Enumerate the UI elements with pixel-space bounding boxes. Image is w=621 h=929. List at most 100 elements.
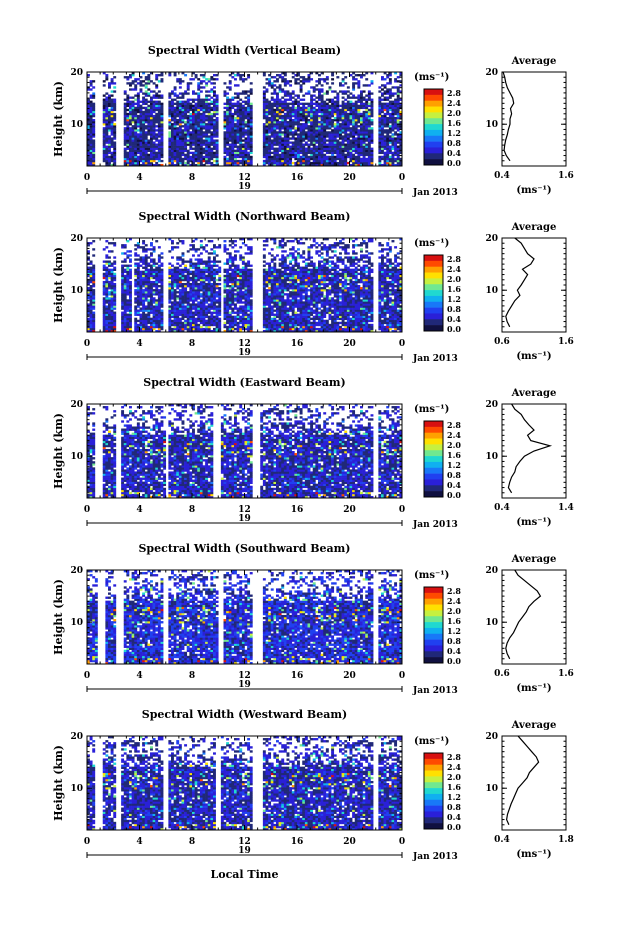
heatmap-cell	[315, 131, 319, 134]
heatmap-cell	[249, 159, 253, 163]
heatmap-cell	[331, 147, 335, 150]
heatmap-cell	[210, 114, 214, 118]
heatmap-cell	[147, 141, 151, 144]
heatmap-cell	[108, 329, 111, 333]
heatmap-cell	[178, 135, 182, 138]
heatmap-cell	[386, 137, 390, 140]
heatmap-cell	[134, 323, 138, 327]
heatmap-cell	[210, 141, 214, 144]
heatmap-cell	[391, 133, 395, 136]
heatmap-cell	[207, 135, 211, 138]
heatmap-cell	[352, 155, 356, 159]
heatmap-cell	[89, 147, 93, 150]
heatmap-cell	[136, 141, 140, 144]
heatmap-cell	[270, 96, 274, 99]
heatmap-cell	[155, 287, 159, 290]
heatmap-cell	[357, 100, 361, 103]
heatmap-cell	[168, 151, 172, 155]
heatmap-cell	[171, 264, 174, 267]
heatmap-cell	[278, 110, 282, 114]
heatmap-cell	[226, 141, 230, 144]
heatmap-cell	[396, 157, 400, 161]
heatmap-cell	[155, 145, 159, 148]
heatmap-cell	[194, 135, 198, 138]
heatmap-cell	[102, 282, 106, 286]
heatmap-cell	[89, 270, 93, 274]
heatmap-cell	[339, 133, 342, 136]
heatmap-cell	[378, 135, 382, 138]
heatmap-cell	[344, 133, 348, 136]
heatmap-cell	[176, 114, 180, 118]
heatmap-cell	[173, 116, 177, 120]
heatmap-cell	[362, 143, 366, 146]
heatmap-cell	[150, 301, 153, 304]
heatmap-cell	[144, 116, 148, 120]
heatmap-cell	[299, 84, 303, 87]
heatmap-cell	[312, 119, 316, 122]
heatmap-cell	[184, 323, 188, 327]
heatmap-cell	[108, 119, 111, 122]
heatmap-cell	[160, 133, 164, 136]
heatmap-cell	[176, 303, 180, 306]
heatmap-cell	[142, 303, 146, 306]
heatmap-cell	[247, 137, 251, 140]
heatmap-cell	[281, 78, 285, 81]
heatmap-cell	[123, 280, 127, 284]
heatmap-cell	[113, 137, 117, 140]
heatmap-cell	[291, 161, 295, 165]
heatmap-cell	[207, 143, 211, 146]
heatmap-cell	[307, 147, 311, 150]
heatmap-cell	[202, 133, 206, 136]
heatmap-cell	[181, 303, 185, 306]
heatmap-cell	[168, 262, 172, 265]
heatmap-cell	[105, 240, 109, 243]
heatmap-cell	[160, 80, 164, 83]
heatmap-cell	[171, 131, 174, 134]
heatmap-cell	[291, 125, 295, 128]
heatmap-cell	[176, 268, 180, 271]
heatmap-cell	[354, 106, 358, 110]
heatmap-cell	[147, 295, 151, 298]
heatmap-cell	[102, 129, 106, 132]
heatmap-cell	[357, 149, 361, 152]
heatmap-cell	[304, 149, 308, 152]
heatmap-cell	[223, 147, 227, 150]
heatmap-cell	[346, 155, 350, 159]
heatmap-cell	[152, 94, 156, 97]
heatmap-cell	[171, 323, 174, 327]
heatmap-cell	[176, 153, 180, 157]
heatmap-cell	[157, 129, 161, 132]
heatmap-cell	[181, 254, 185, 257]
heatmap-cell	[370, 127, 374, 130]
heatmap-cell	[388, 129, 392, 132]
heatmap-cell	[129, 287, 132, 290]
heatmap-cell	[136, 280, 140, 284]
heatmap-cell	[365, 112, 369, 116]
heatmap-cell	[299, 90, 303, 93]
heatmap-cell	[108, 327, 111, 331]
heatmap-cell	[396, 92, 400, 95]
heatmap-cell	[129, 305, 132, 308]
heatmap-cell	[168, 280, 172, 284]
heatmap-cell	[139, 319, 143, 323]
heatmap-cell	[123, 143, 127, 146]
heatmap-cell	[328, 139, 332, 142]
heatmap-cell	[270, 106, 274, 110]
heatmap-cell	[310, 139, 314, 142]
heatmap-cell	[152, 145, 156, 148]
colorbar-tick-label: 2.0	[447, 108, 461, 118]
heatmap-cell	[129, 116, 132, 120]
heatmap-cell	[139, 321, 143, 325]
heatmap-cell	[236, 92, 240, 95]
heatmap-cell	[155, 129, 159, 132]
heatmap-cell	[89, 110, 93, 114]
heatmap-cell	[244, 159, 248, 163]
heatmap-cell	[134, 291, 138, 294]
heatmap-cell	[176, 274, 180, 278]
heatmap-cell	[331, 82, 335, 85]
heatmap-cell	[176, 280, 180, 284]
heatmap-cell	[396, 110, 400, 114]
heatmap-cell	[268, 102, 272, 105]
heatmap-cell	[186, 317, 190, 321]
heatmap-cell	[176, 329, 180, 333]
